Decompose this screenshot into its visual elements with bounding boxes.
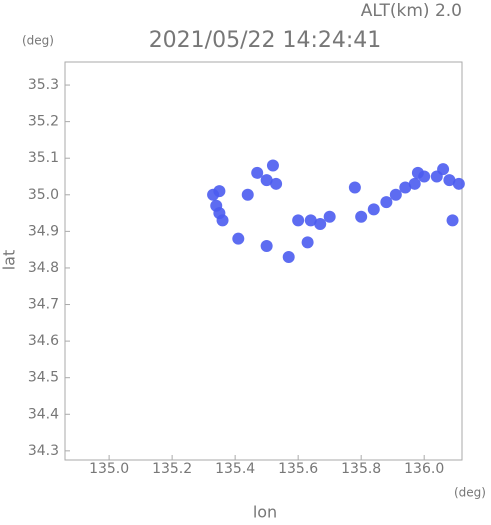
echo	[282, 250, 295, 263]
echo	[399, 181, 412, 194]
y-tick-label: 35.1	[28, 150, 59, 166]
y-tick-label: 34.7	[28, 297, 59, 313]
echo	[266, 159, 279, 172]
echo	[314, 218, 327, 231]
echo	[355, 210, 368, 223]
echo	[389, 188, 402, 201]
x-tick-label: 135.8	[341, 461, 381, 477]
echo	[380, 196, 393, 209]
chart-title: 2021/05/22 14:24:41	[149, 28, 382, 53]
echo	[437, 163, 450, 176]
y-tick-label: 35.2	[28, 114, 59, 130]
plot-frame	[64, 61, 463, 461]
echo	[292, 214, 305, 227]
y-tick-label: 35.3	[28, 77, 59, 93]
x-tick-label: 135.6	[278, 461, 318, 477]
echo	[241, 188, 254, 201]
x-axis-label: lon	[253, 503, 277, 522]
echo	[251, 166, 264, 179]
y-tick-label: 34.8	[28, 260, 59, 276]
echo	[260, 240, 273, 253]
y-unit: (deg)	[22, 34, 54, 48]
echo	[213, 185, 226, 198]
echo	[411, 166, 424, 179]
echo	[452, 177, 465, 190]
echo	[270, 177, 283, 190]
echo	[301, 236, 314, 249]
echo	[446, 214, 459, 227]
altitude-label: ALT(km) 2.0	[361, 1, 462, 21]
x-tick-label: 135.0	[89, 461, 129, 477]
y-tick-label: 34.9	[28, 223, 59, 239]
echo	[323, 210, 336, 223]
echo	[443, 174, 456, 187]
y-tick-label: 35.0	[28, 187, 59, 203]
x-tick-label: 135.4	[215, 461, 255, 477]
x-tick-label: 136.0	[404, 461, 444, 477]
echo	[232, 232, 245, 245]
y-tick-label: 34.6	[28, 333, 59, 349]
x-tick-label: 135.2	[152, 461, 192, 477]
echo	[408, 177, 421, 190]
echo	[260, 174, 273, 187]
echo	[216, 214, 229, 227]
y-tick-label: 34.5	[28, 370, 59, 386]
echo	[348, 181, 361, 194]
echo	[367, 203, 380, 216]
echo	[304, 214, 317, 227]
y-axis-label: lat	[0, 250, 19, 271]
x-unit: (deg)	[454, 486, 486, 500]
y-tick-label: 34.3	[28, 443, 59, 459]
y-tick-label: 34.4	[28, 406, 59, 422]
